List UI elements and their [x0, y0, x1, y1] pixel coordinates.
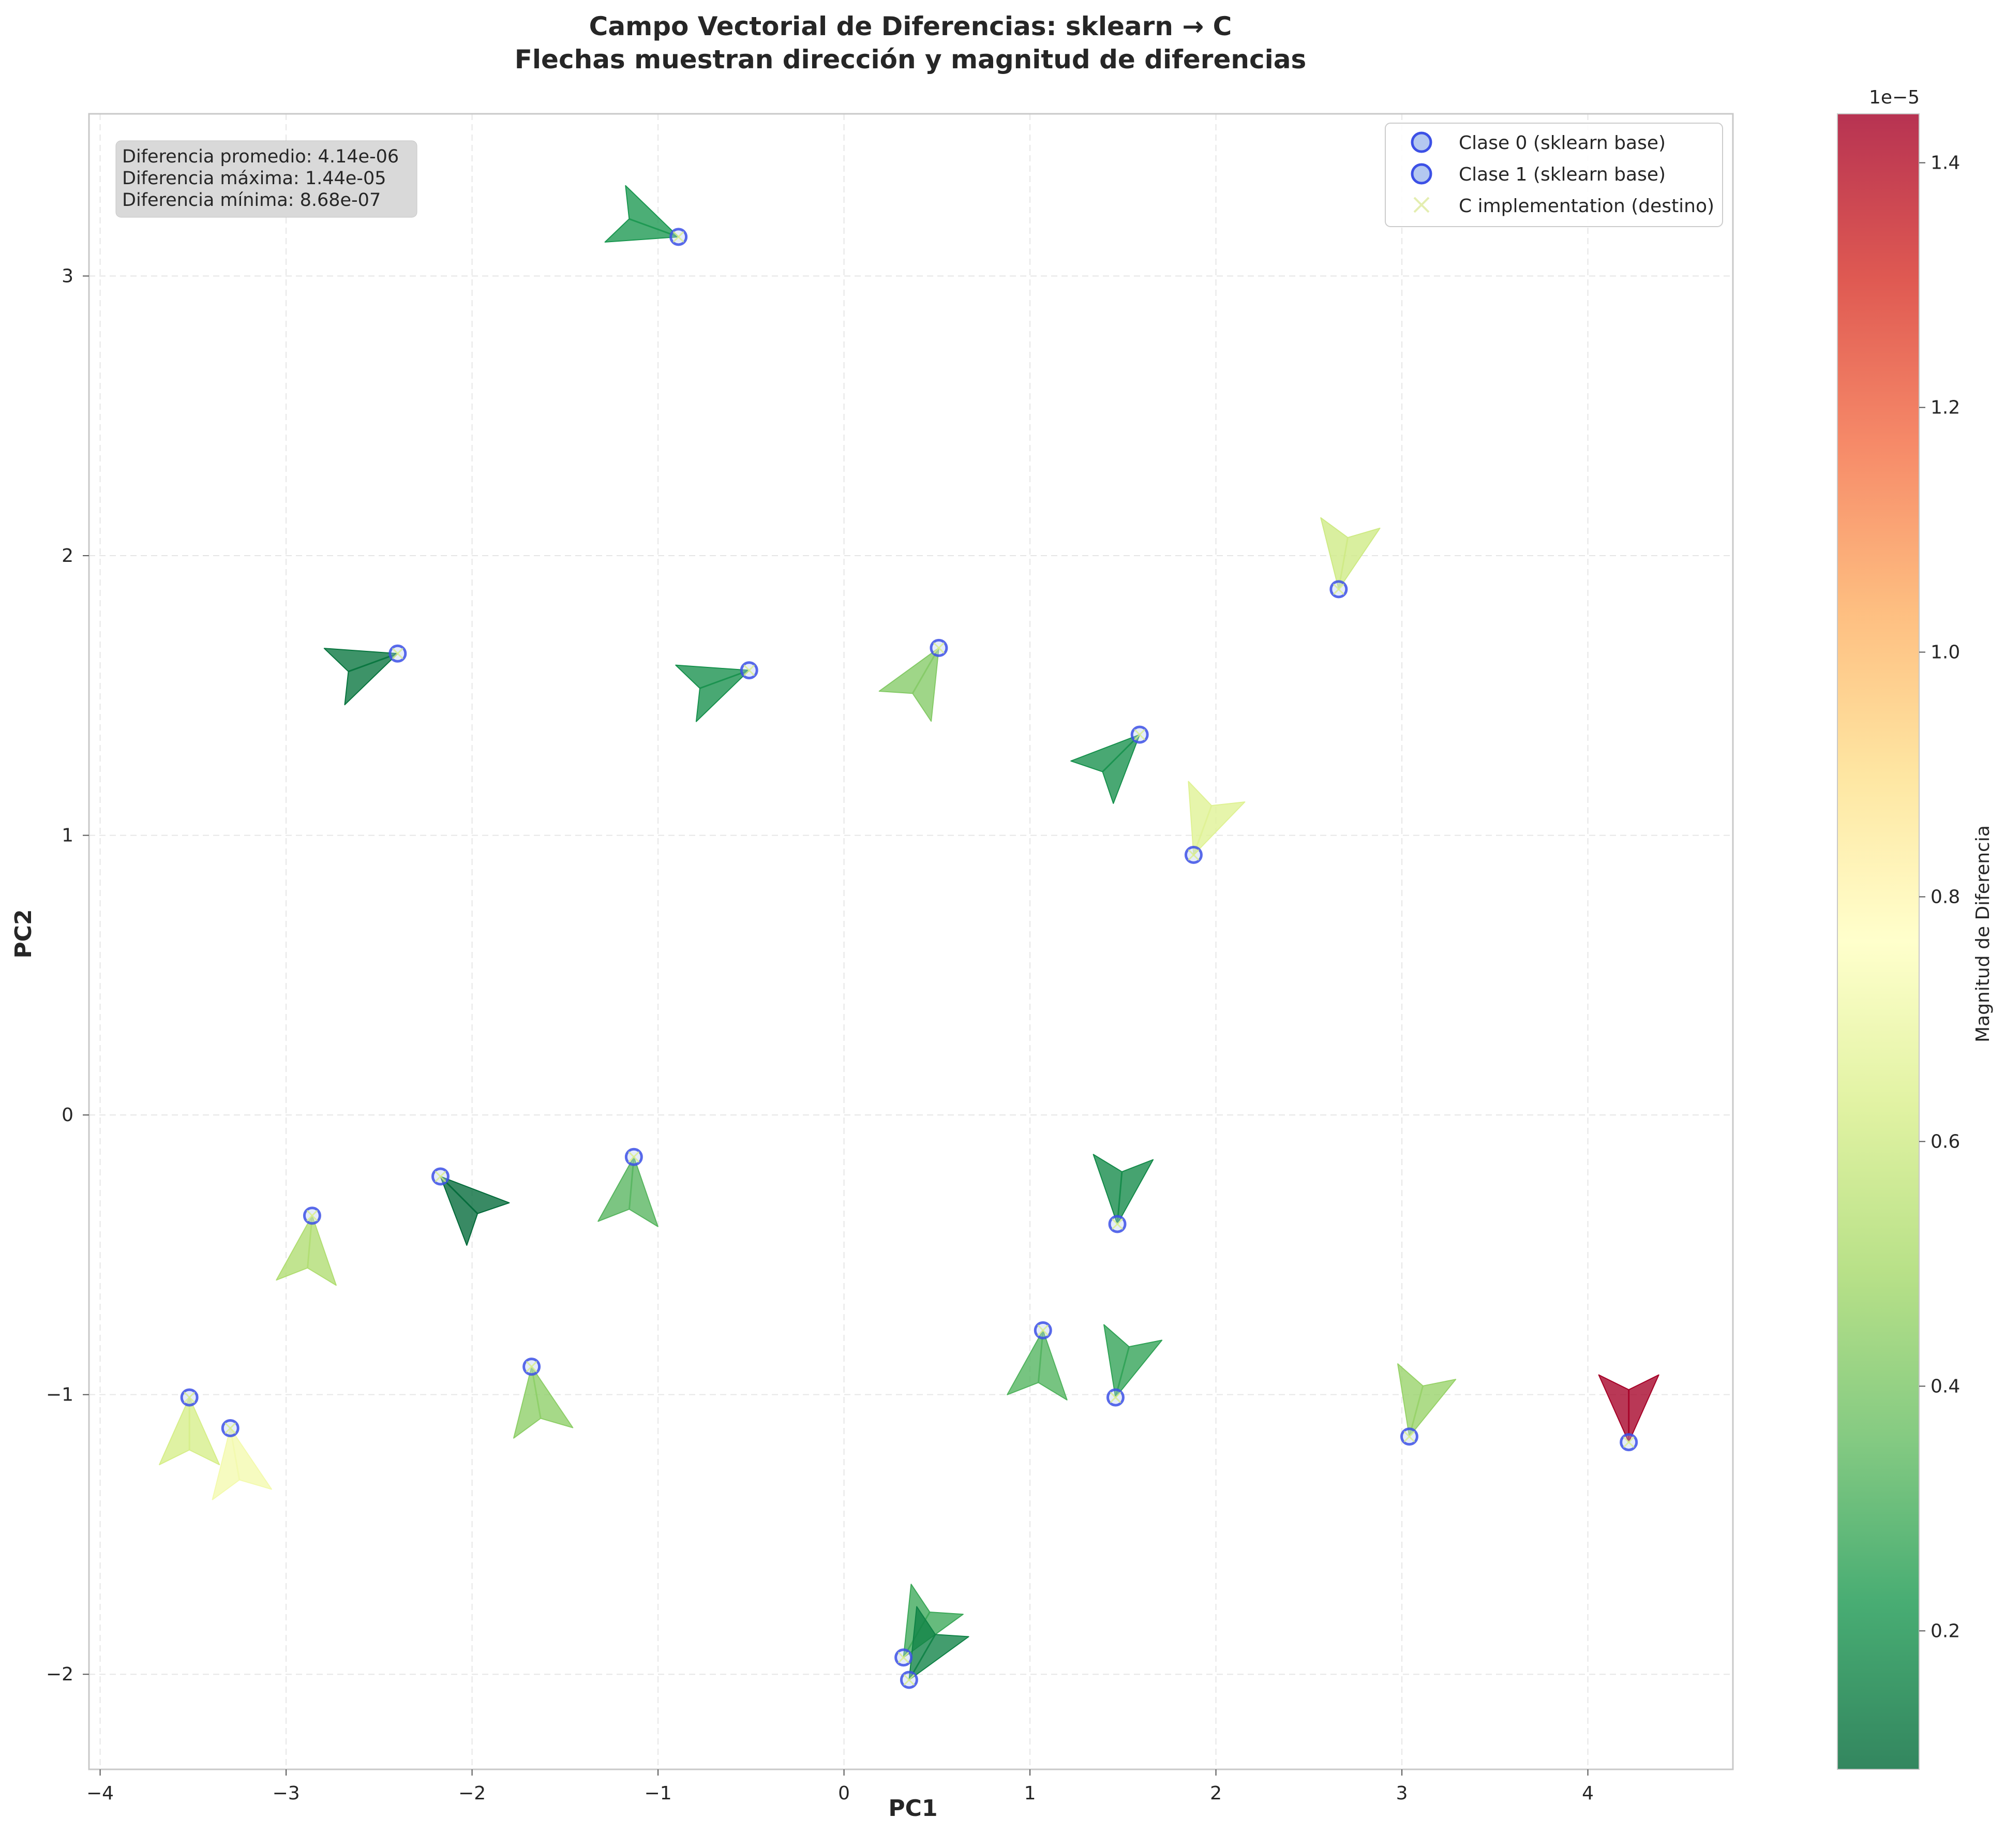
x-tick-label: 4 [1582, 1783, 1594, 1804]
legend-background [1385, 123, 1723, 227]
difference-arrow [513, 1366, 574, 1439]
c-implementation-point [628, 1151, 640, 1163]
stats-box-background [115, 140, 417, 218]
y-tick-label: 0 [62, 1105, 73, 1126]
c-implementation-point [743, 664, 755, 676]
c-implementation-point [672, 231, 684, 243]
c-implementation-point [1188, 849, 1200, 861]
x-tick-label: 0 [838, 1783, 850, 1804]
legend-label-class1: Clase 1 (sklearn base) [1459, 164, 1666, 185]
c-implementation-point [1403, 1430, 1415, 1442]
x-tick-label: −1 [645, 1783, 672, 1804]
colorbar-gradient [1837, 113, 1920, 1770]
colorbar-tick-label: 1.0 [1931, 642, 1960, 663]
c-implementation-point [225, 1422, 236, 1434]
c-implementation-point [1111, 1218, 1124, 1230]
c-implementation-point [1623, 1436, 1635, 1448]
colorbar-tick-label: 0.2 [1931, 1620, 1960, 1642]
colorbar-tick-label: 0.6 [1931, 1131, 1960, 1152]
c-implementation-point [1037, 1324, 1049, 1336]
legend-marker-x [1413, 197, 1430, 213]
difference-arrow [1007, 1330, 1068, 1400]
chart-title-line2: Flechas muestran dirección y magnitud de… [515, 44, 1307, 74]
difference-arrow [1397, 1363, 1457, 1437]
x-tick-label: −2 [458, 1783, 486, 1804]
colorbar-tick-label: 1.2 [1931, 397, 1960, 419]
difference-arrow [1093, 1154, 1154, 1225]
chart-title-line1: Campo Vectorial de Diferencias: sklearn … [589, 11, 1232, 41]
c-implementation-point [392, 648, 403, 660]
colorbar-label: Magnitud de Diferencia [1972, 825, 1994, 1042]
c-implementation-point [1134, 728, 1146, 741]
stats-line-mean: Diferencia promedio: 4.14e-06 [122, 146, 399, 167]
c-implementation-point [897, 1651, 909, 1663]
c-implementation-point [435, 1170, 446, 1183]
legend-marker-class0 [1411, 131, 1432, 153]
c-implementation-point [1110, 1392, 1121, 1404]
legend-label-c-impl: C implementation (destino) [1459, 196, 1714, 217]
difference-arrow [597, 1156, 659, 1227]
x-tick-label: 3 [1396, 1783, 1408, 1804]
colorbar-tick-label: 1.4 [1931, 153, 1960, 174]
c-implementation-point [526, 1361, 537, 1373]
c-implementation-point [903, 1674, 915, 1686]
c-implementation-point [933, 642, 945, 654]
legend-marker-class1 [1411, 163, 1432, 185]
c-implementation-point [184, 1392, 196, 1404]
stats-line-min: Diferencia mínima: 8.68e-07 [122, 190, 381, 211]
c-implementation-point [1333, 583, 1344, 595]
y-axis-label: PC2 [10, 909, 37, 958]
difference-arrow [1103, 1324, 1163, 1398]
difference-arrow [276, 1215, 337, 1286]
difference-arrow [878, 647, 939, 722]
difference-arrow [1320, 517, 1381, 590]
colorbar-offset-label: 1e−5 [1869, 87, 1920, 108]
legend: Clase 0 (sklearn base) Clase 1 (sklearn … [1385, 123, 1723, 227]
difference-arrow [212, 1427, 272, 1500]
x-axis-label: PC1 [888, 1795, 937, 1822]
x-tick-label: −4 [86, 1783, 114, 1804]
plot-area: −4 −3 −2 −1 0 1 2 3 4 −2 −1 0 1 2 3 [46, 113, 1734, 1804]
y-tick-label: −1 [46, 1384, 73, 1406]
x-tick-label: 1 [1024, 1783, 1036, 1804]
x-tick-label: 2 [1210, 1783, 1222, 1804]
y-tick-label: −2 [46, 1664, 73, 1685]
stats-box: Diferencia promedio: 4.14e-06 Diferencia… [115, 140, 417, 218]
colorbar: 0.2 0.4 0.6 0.8 1.0 1.2 1.4 [1837, 113, 1960, 1770]
legend-label-class0: Clase 0 (sklearn base) [1459, 132, 1666, 154]
y-tick-label: 2 [62, 545, 73, 567]
stats-line-max: Diferencia máxima: 1.44e-05 [122, 168, 386, 189]
plot-frame [88, 113, 1734, 1770]
x-tick-label: −3 [273, 1783, 300, 1804]
colorbar-tick-label: 0.4 [1931, 1376, 1960, 1397]
c-implementation-point [306, 1210, 318, 1221]
y-tick-label: 3 [62, 266, 73, 287]
colorbar-tick-label: 0.8 [1931, 886, 1960, 907]
y-tick-label: 1 [62, 825, 73, 846]
